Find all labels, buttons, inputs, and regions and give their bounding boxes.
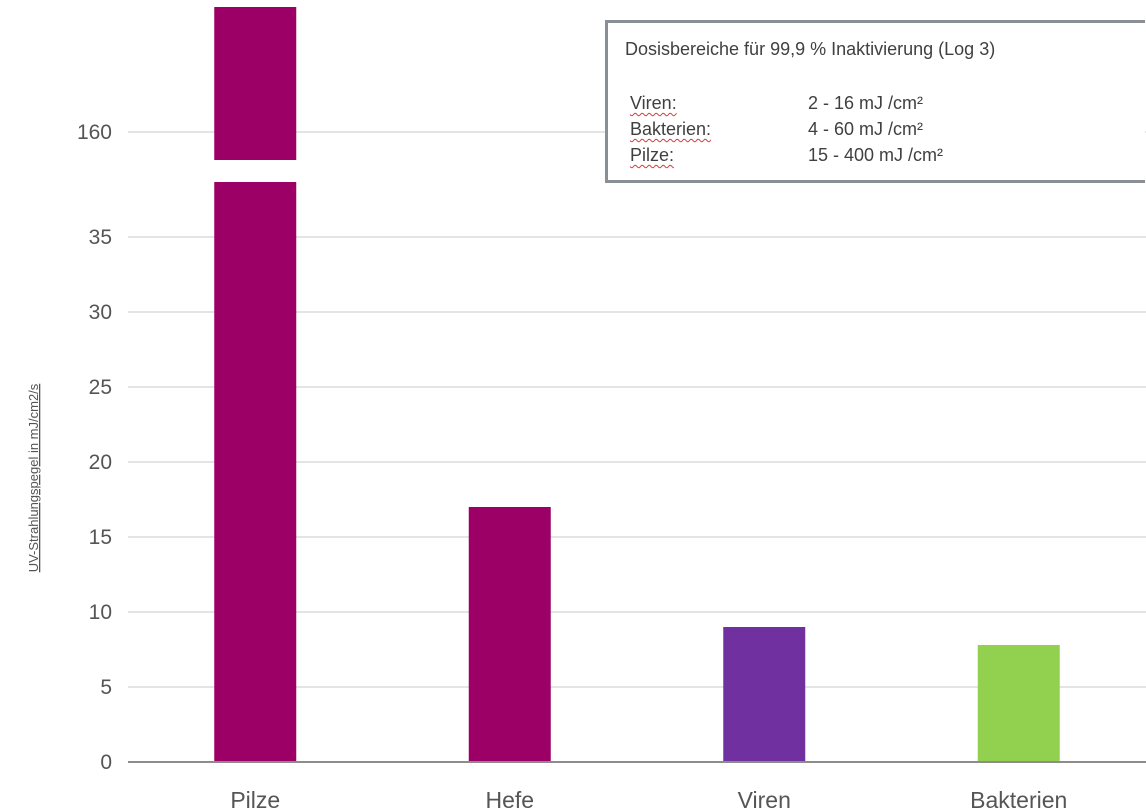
y-tick-label: 10 (89, 601, 112, 624)
y-tick-label: 15 (89, 526, 112, 549)
legend-title: Dosisbereiche für 99,9 % Inaktivierung (… (625, 39, 996, 59)
bar-viren (723, 627, 806, 762)
bar-hefe (468, 507, 551, 762)
y-axis-label: UV-Strahlungspegel in mJ/cm2/s (26, 383, 41, 572)
dose-range-legend: Dosisbereiche für 99,9 % Inaktivierung (… (605, 20, 1145, 183)
y-tick-label: 20 (89, 451, 112, 474)
x-tick-label: Hefe (485, 787, 534, 811)
y-tick-label: 160 (77, 121, 112, 144)
y-tick-label: 0 (100, 751, 112, 774)
y-tick-label: 25 (89, 376, 112, 399)
bar-bakterien (977, 645, 1060, 762)
legend-row-range: 4 - 60 mJ /cm² (808, 119, 924, 139)
x-tick-label: Viren (738, 787, 791, 811)
y-tick-label: 35 (89, 226, 112, 249)
x-tick-label: Pilze (230, 787, 280, 811)
legend-row-range: 2 - 16 mJ /cm² (808, 93, 924, 113)
legend-row-name: Pilze: (630, 145, 675, 165)
bar-pilze-lower (214, 182, 297, 762)
x-tick-label: Bakterien (970, 787, 1067, 811)
y-tick-label: 30 (89, 301, 112, 324)
legend-row-range: 15 - 400 mJ /cm² (808, 145, 944, 165)
legend-row-name: Viren: (630, 93, 677, 113)
legend-row-name: Bakterien: (630, 119, 712, 139)
bar-pilze-upper (214, 7, 297, 160)
y-tick-label: 5 (100, 676, 112, 699)
